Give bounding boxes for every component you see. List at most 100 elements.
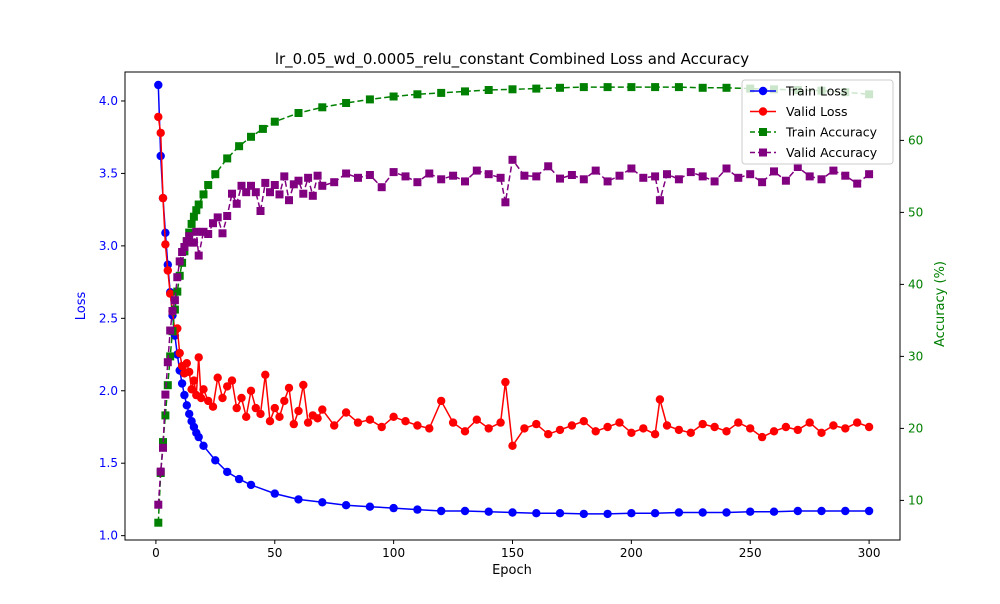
valid-accuracy-point xyxy=(508,155,517,164)
valid-accuracy-point xyxy=(817,175,826,184)
train-loss-point xyxy=(185,409,194,419)
valid-accuracy-point xyxy=(663,170,671,179)
train-accuracy-point xyxy=(556,83,564,92)
legend-train-loss-label: Train Loss xyxy=(785,84,847,99)
valid-loss-point xyxy=(864,422,874,432)
valid-loss-point xyxy=(299,380,308,390)
valid-loss-point xyxy=(189,376,199,385)
y-left-tick-label: 3.0 xyxy=(99,239,118,253)
train-accuracy-point xyxy=(484,86,493,94)
valid-accuracy-point xyxy=(247,181,255,190)
valid-loss-point xyxy=(275,412,284,421)
valid-accuracy-point xyxy=(615,171,624,180)
valid-accuracy-point xyxy=(734,173,743,182)
train-loss-point xyxy=(864,506,874,516)
valid-accuracy-point xyxy=(285,196,293,205)
valid-accuracy-point xyxy=(209,219,217,228)
valid-loss-point xyxy=(318,405,327,414)
train-loss-point xyxy=(365,502,375,511)
valid-loss-point xyxy=(757,432,767,442)
valid-accuracy-point xyxy=(651,172,660,181)
train-loss-point xyxy=(194,432,203,442)
valid-loss-point xyxy=(265,417,275,426)
y-axis-left-label: Loss xyxy=(74,292,89,321)
valid-loss-point xyxy=(377,422,386,432)
x-tick-label: 0 xyxy=(152,546,160,560)
valid-loss-point xyxy=(591,427,600,436)
valid-accuracy-point xyxy=(496,173,505,182)
x-tick-label: 150 xyxy=(501,546,524,560)
legend: Train Loss Valid Loss Train Accuracy Valid … xyxy=(741,79,894,165)
x-tick-label: 250 xyxy=(739,546,762,560)
x-axis: 0 50 100 150 200 250 300 xyxy=(152,540,881,560)
valid-accuracy-point xyxy=(159,443,167,452)
valid-loss-point xyxy=(196,393,206,403)
valid-loss-point xyxy=(603,422,612,432)
valid-loss-point xyxy=(242,412,251,421)
train-accuracy-point xyxy=(161,411,170,420)
valid-accuracy-point xyxy=(256,207,265,215)
chart-title: lr_0.05_wd_0.0005_relu_constant Combined… xyxy=(275,50,749,69)
valid-loss-point xyxy=(294,406,303,416)
train-accuracy-point xyxy=(235,142,244,151)
valid-accuracy-point xyxy=(449,171,458,180)
valid-loss-point xyxy=(734,418,743,427)
train-accuracy-point xyxy=(159,438,167,447)
train-loss-point xyxy=(674,508,684,517)
valid-loss-point xyxy=(284,383,294,393)
y-right-tick-label: 40 xyxy=(908,277,923,291)
train-loss-point xyxy=(182,401,191,410)
y-right-tick-label: 10 xyxy=(908,493,923,507)
valid-loss-point xyxy=(544,430,553,439)
y-left-tick-label: 4.0 xyxy=(99,94,118,108)
y-axis-left: 1.0 1.5 2.0 2.5 3.0 3.5 4.0 xyxy=(99,94,125,543)
train-loss-point xyxy=(627,509,636,518)
valid-accuracy-point xyxy=(793,163,802,171)
train-loss-point xyxy=(318,498,327,507)
train-accuracy-point xyxy=(342,99,351,107)
train-accuracy-point xyxy=(173,287,182,296)
valid-loss-point xyxy=(223,382,232,391)
valid-loss-point xyxy=(460,427,470,436)
train-accuracy-point xyxy=(199,190,208,199)
legend-train-accuracy-marker xyxy=(759,128,767,136)
valid-loss-point xyxy=(793,425,802,435)
valid-loss-point xyxy=(853,418,862,427)
valid-accuracy-point xyxy=(194,251,203,260)
valid-accuracy-point xyxy=(365,171,374,179)
train-accuracy-point xyxy=(698,83,707,92)
valid-accuracy-point xyxy=(710,177,719,186)
train-loss-point xyxy=(817,506,826,516)
y-right-tick-label: 30 xyxy=(908,349,923,363)
valid-loss-point xyxy=(805,418,814,427)
valid-loss-series xyxy=(154,112,874,450)
valid-accuracy-point xyxy=(401,172,410,181)
train-loss-point xyxy=(211,456,220,465)
train-accuracy-point xyxy=(365,95,374,104)
train-accuracy-point xyxy=(294,109,303,117)
y-left-tick-label: 1.5 xyxy=(99,456,118,470)
valid-loss-point xyxy=(175,348,184,358)
valid-loss-point xyxy=(185,367,194,377)
valid-accuracy-point xyxy=(304,173,313,182)
valid-loss-point xyxy=(484,424,493,433)
valid-accuracy-point xyxy=(213,213,222,222)
valid-loss-point xyxy=(662,421,672,430)
valid-loss-point xyxy=(686,428,695,437)
train-accuracy-point xyxy=(223,154,232,163)
train-accuracy-point xyxy=(461,87,469,96)
valid-loss-point xyxy=(650,430,660,439)
train-accuracy-point xyxy=(211,170,220,179)
valid-accuracy-point xyxy=(294,176,303,185)
y-left-tick-label: 2.0 xyxy=(99,384,118,398)
valid-loss-point xyxy=(158,193,168,203)
valid-loss-point xyxy=(698,419,707,429)
valid-accuracy-point xyxy=(280,172,289,181)
valid-accuracy-point xyxy=(591,166,600,175)
valid-accuracy-point xyxy=(318,181,327,190)
train-loss-point xyxy=(234,474,244,484)
train-loss-point xyxy=(270,489,279,498)
train-accuracy-point xyxy=(270,117,279,126)
train-accuracy-point xyxy=(508,85,517,94)
valid-accuracy-point xyxy=(313,171,322,180)
